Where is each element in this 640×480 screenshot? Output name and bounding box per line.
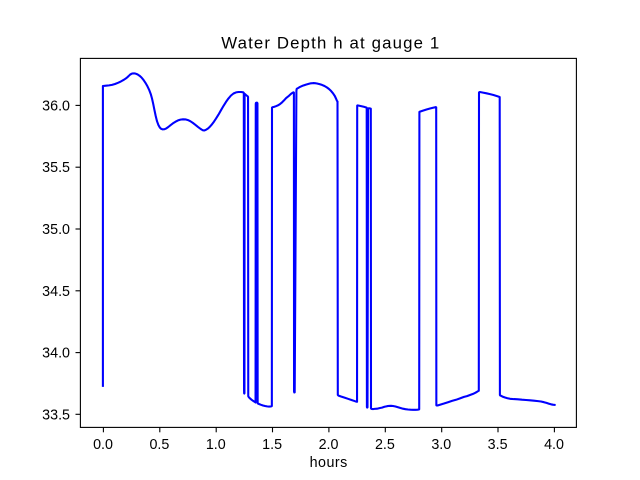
svg-text:2.0: 2.0 [319, 437, 339, 453]
svg-text:35.5: 35.5 [42, 160, 70, 176]
svg-text:Water Depth h at gauge 1: Water Depth h at gauge 1 [221, 33, 440, 52]
svg-text:0.0: 0.0 [93, 437, 113, 453]
svg-text:0.5: 0.5 [149, 437, 169, 453]
svg-text:3.5: 3.5 [488, 437, 508, 453]
svg-text:33.5: 33.5 [42, 407, 70, 423]
svg-text:3.0: 3.0 [431, 437, 451, 453]
svg-text:36.0: 36.0 [42, 98, 70, 114]
svg-text:4.0: 4.0 [544, 437, 564, 453]
svg-text:34.0: 34.0 [42, 346, 70, 362]
svg-text:hours: hours [310, 455, 348, 471]
svg-text:35.0: 35.0 [42, 222, 70, 238]
svg-text:1.0: 1.0 [206, 437, 226, 453]
svg-text:34.5: 34.5 [42, 284, 70, 300]
svg-text:1.5: 1.5 [262, 437, 282, 453]
svg-text:2.5: 2.5 [375, 437, 395, 453]
